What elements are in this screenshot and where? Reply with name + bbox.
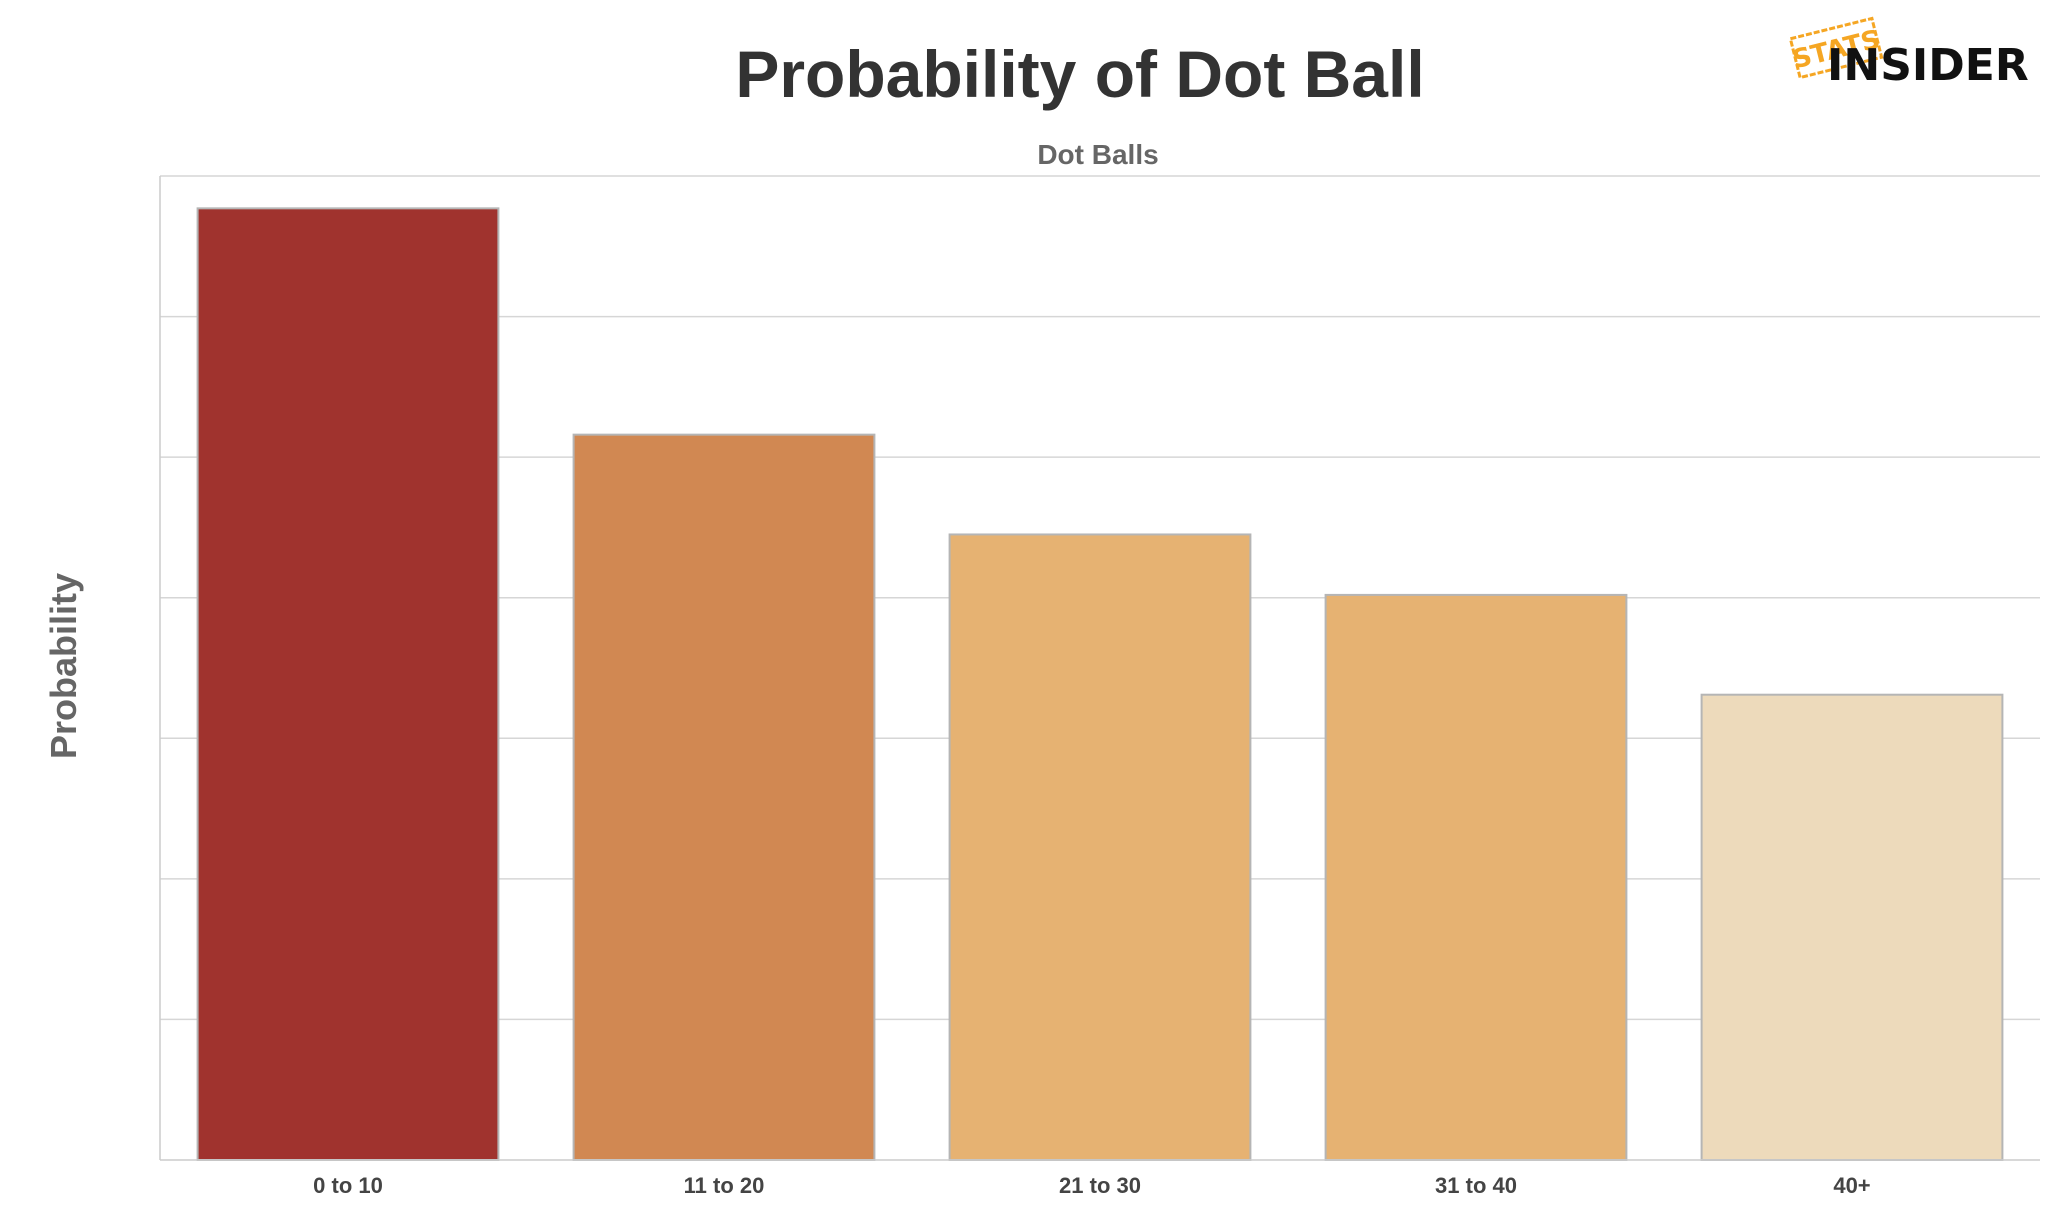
x-tick-label: 21 to 30 (1059, 1173, 1141, 1198)
bar[interactable] (1700, 693, 2004, 1161)
x-tick-label: 40+ (1833, 1173, 1870, 1198)
x-tick-label: 0 to 10 (313, 1173, 383, 1198)
bar[interactable] (948, 533, 1252, 1161)
bar[interactable] (196, 207, 500, 1161)
chart-subtitle: Dot Balls (1037, 139, 1158, 170)
chart-title: Probability of Dot Ball (735, 37, 1424, 111)
bars (196, 207, 2004, 1161)
logo-wordmark: INSIDER (1827, 40, 2029, 91)
y-axis-label: Probability (43, 573, 84, 759)
stats-insider-logo: STATS INSIDER (1788, 16, 2029, 91)
bar[interactable] (1324, 593, 1628, 1161)
axes (159, 176, 2040, 1161)
bar[interactable] (572, 433, 876, 1161)
x-tick-label: 31 to 40 (1435, 1173, 1517, 1198)
x-tick-labels: 0 to 10 11 to 20 21 to 30 31 to 40 40+ (313, 1173, 1871, 1198)
x-tick-label: 11 to 20 (684, 1173, 765, 1198)
logo-stamp-border (1788, 16, 1884, 80)
